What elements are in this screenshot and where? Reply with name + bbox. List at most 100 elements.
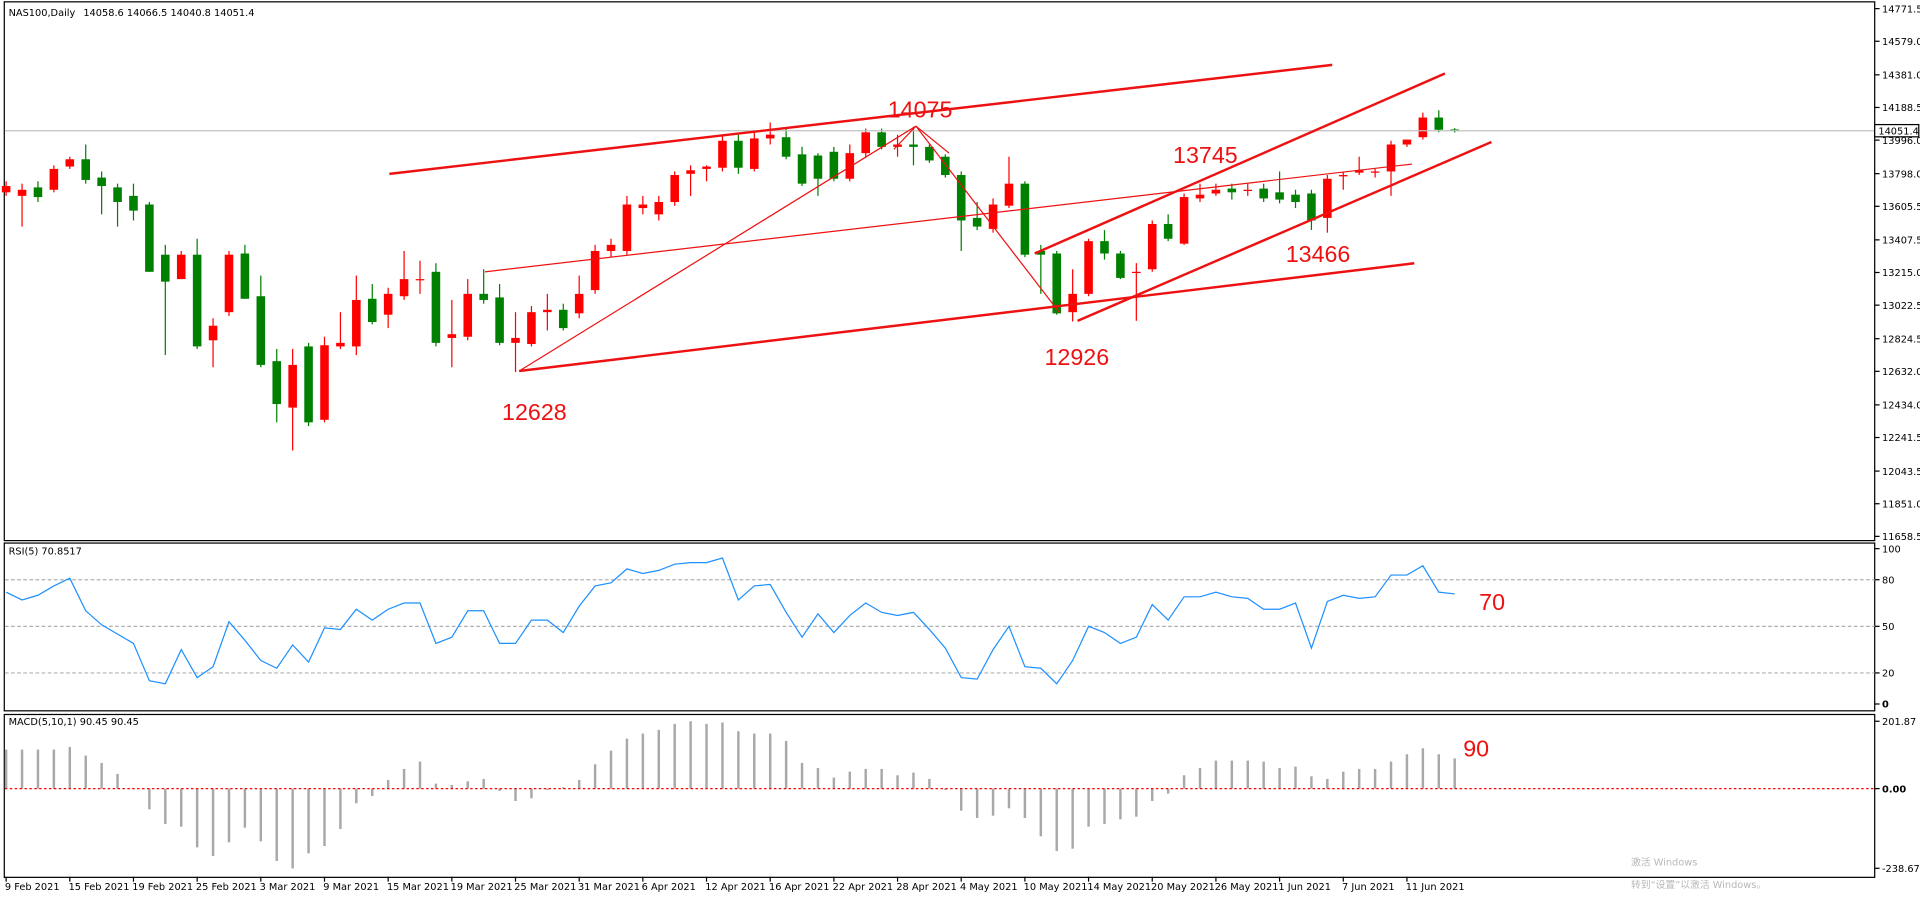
candle-body bbox=[463, 293, 473, 337]
candle-body bbox=[1020, 183, 1030, 255]
low-value: 14040.8 bbox=[170, 8, 210, 19]
trend-lines bbox=[389, 63, 1492, 373]
y-tick-label: 50 bbox=[1882, 622, 1894, 633]
candle-body bbox=[1323, 178, 1332, 218]
x-tick-label: 7 Jun 2021 bbox=[1342, 882, 1395, 893]
macd-header: MACD(5,10,1) 90.45 90.45 bbox=[9, 717, 139, 728]
y-tick-label: 11851.0 bbox=[1882, 499, 1920, 510]
candle-body bbox=[495, 297, 504, 343]
x-tick-label: 25 Feb 2021 bbox=[196, 882, 257, 893]
x-tick-label: 4 May 2021 bbox=[960, 882, 1018, 893]
x-tick-label: 19 Mar 2021 bbox=[451, 882, 513, 893]
candle-body bbox=[1100, 241, 1109, 254]
trend-line bbox=[519, 262, 1415, 373]
candle-body bbox=[320, 345, 329, 420]
x-tick-label: 6 Apr 2021 bbox=[642, 882, 696, 893]
candle-body bbox=[113, 187, 122, 202]
candle-body bbox=[527, 312, 536, 345]
trend-line bbox=[518, 125, 917, 372]
macd-value: 90.45 bbox=[80, 717, 108, 728]
candle-body bbox=[511, 337, 520, 343]
candle-body bbox=[145, 204, 154, 272]
candle-body bbox=[1116, 253, 1125, 278]
y-tick-label: 80 bbox=[1882, 575, 1894, 586]
candle-body bbox=[33, 187, 43, 198]
macd-signal: 90.45 bbox=[111, 717, 139, 728]
main-panel bbox=[3, 1, 1876, 542]
x-tick-label: 22 Apr 2021 bbox=[833, 882, 893, 893]
candle-body bbox=[208, 325, 218, 341]
x-tick-label: 26 May 2021 bbox=[1215, 882, 1279, 893]
candle-body bbox=[1163, 224, 1173, 239]
rsi-annotation: 70 bbox=[1479, 589, 1505, 615]
candle-body bbox=[702, 166, 711, 169]
candle-body bbox=[718, 140, 727, 168]
candle-body bbox=[431, 271, 441, 343]
candle-body bbox=[781, 137, 791, 157]
candle-body bbox=[336, 342, 345, 347]
y-tick-label: 14188.5 bbox=[1882, 103, 1920, 114]
x-tick-label: 20 May 2021 bbox=[1151, 882, 1215, 893]
x-tick-label: 9 Mar 2021 bbox=[323, 882, 379, 893]
x-tick-label: 9 Feb 2021 bbox=[5, 882, 60, 893]
candle-body bbox=[304, 346, 313, 423]
trend-line bbox=[389, 63, 1333, 176]
macd-panel bbox=[3, 713, 1876, 878]
candle-body bbox=[176, 254, 186, 280]
candle-body bbox=[877, 132, 886, 147]
price-label-box bbox=[1874, 123, 1920, 138]
trend-line bbox=[915, 125, 1060, 313]
trend-line bbox=[1034, 72, 1446, 255]
annotation: 13745 bbox=[1173, 142, 1238, 168]
y-tick-label: 11658.5 bbox=[1882, 532, 1920, 543]
candle-body bbox=[1004, 183, 1014, 206]
candle-body bbox=[686, 170, 695, 174]
y-tick-label: 20 bbox=[1882, 669, 1894, 680]
candle-body bbox=[1227, 188, 1237, 193]
y-tick-label: 13996.0 bbox=[1882, 136, 1920, 147]
y-tick-label: 13022.5 bbox=[1882, 301, 1920, 312]
rsi-header: RSI(5) 70.8517 bbox=[9, 547, 82, 558]
close-value: 14051.4 bbox=[214, 8, 254, 19]
candle-body bbox=[1291, 194, 1300, 202]
candle-body bbox=[1147, 224, 1157, 270]
trend-line bbox=[893, 125, 917, 150]
annotation: 12628 bbox=[502, 399, 567, 425]
candle-body bbox=[988, 204, 998, 229]
x-tick-label: 3 Mar 2021 bbox=[260, 882, 316, 893]
candle-body bbox=[1195, 194, 1205, 199]
y-tick-label: 13215.0 bbox=[1882, 268, 1920, 279]
candle-body bbox=[956, 175, 966, 221]
y-tick-label: 13407.5 bbox=[1882, 236, 1920, 247]
y-tick-label: 14381.0 bbox=[1882, 71, 1920, 82]
candle-body bbox=[622, 204, 632, 251]
candle-body bbox=[1243, 189, 1253, 191]
candle-body bbox=[1354, 170, 1364, 173]
candle-body bbox=[1179, 197, 1189, 244]
candle-body bbox=[1211, 189, 1221, 194]
candle-body bbox=[1052, 253, 1062, 314]
trend-line bbox=[915, 125, 950, 154]
x-tick-label: 10 May 2021 bbox=[1024, 882, 1088, 893]
y-tick-label: -238.67 bbox=[1882, 864, 1920, 875]
price-label: 14051.4 bbox=[1878, 126, 1918, 137]
annotation: 12926 bbox=[1044, 344, 1109, 370]
x-tick-label: 15 Mar 2021 bbox=[387, 882, 449, 893]
watermark-title: 激活 Windows bbox=[1631, 856, 1697, 869]
candle-body bbox=[845, 153, 855, 179]
candle-body bbox=[1307, 193, 1316, 221]
y-tick-label: 12824.5 bbox=[1882, 334, 1920, 345]
candle-body bbox=[352, 299, 361, 347]
y-tick-label: 100 bbox=[1882, 544, 1901, 555]
macd-title: MACD(5,10,1) bbox=[9, 717, 77, 728]
candle-body bbox=[129, 195, 138, 211]
candle-body bbox=[1259, 188, 1268, 199]
candle-body bbox=[925, 146, 934, 161]
rsi-value: 70.8517 bbox=[41, 547, 81, 558]
candle-body bbox=[1084, 241, 1093, 294]
candle-body bbox=[972, 217, 982, 227]
candle-body bbox=[765, 134, 775, 139]
